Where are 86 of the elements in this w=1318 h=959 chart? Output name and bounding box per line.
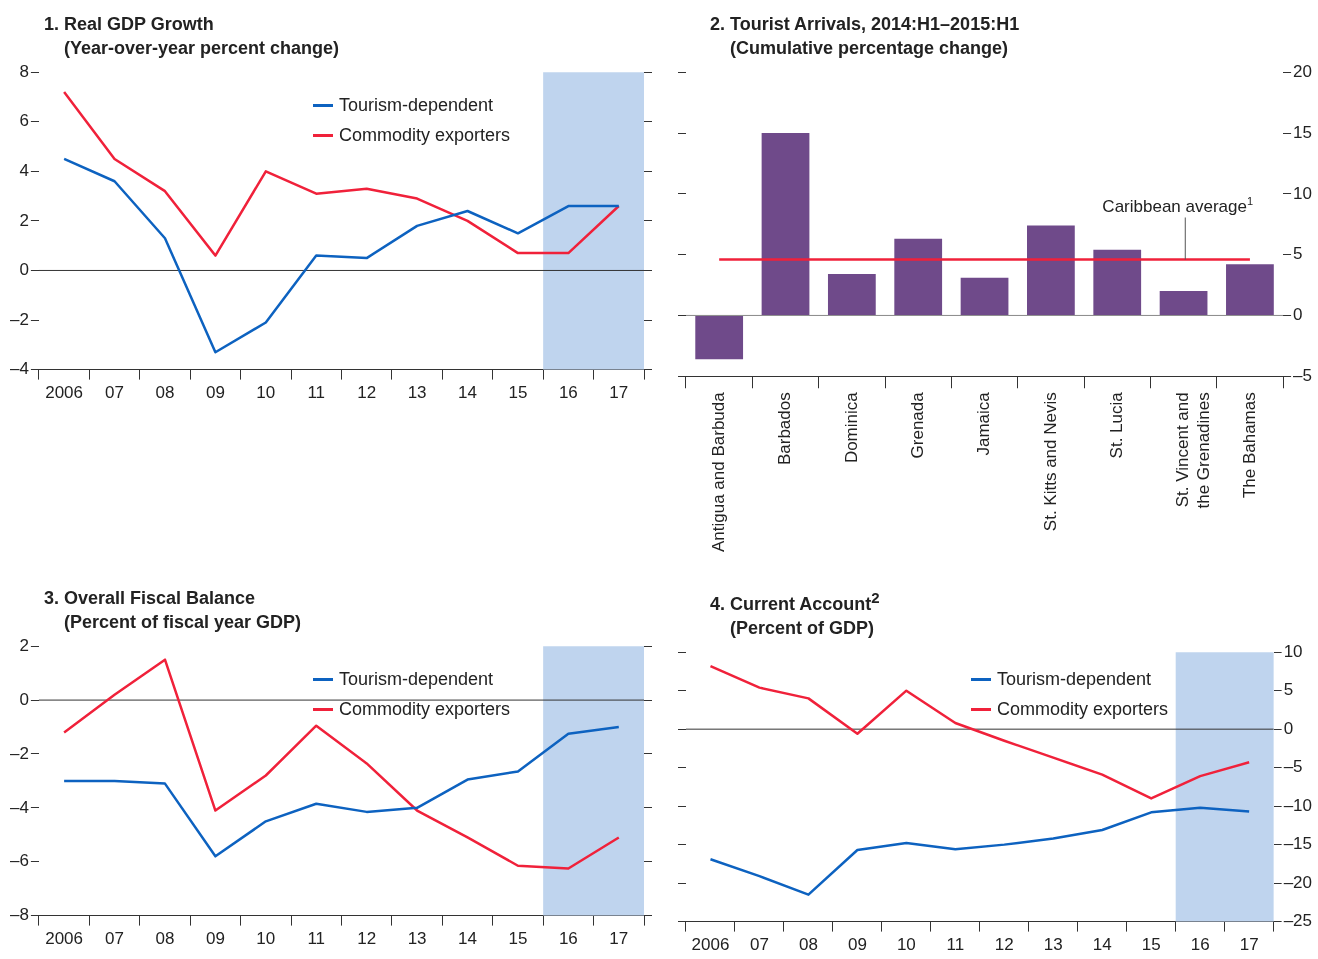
legend-label: Tourism-dependent [996, 668, 1152, 691]
y-tick-label: –8 [9, 905, 29, 925]
x-tick-label: 08 [155, 929, 175, 949]
legend-label: Tourism-dependent [338, 668, 494, 691]
x-tick-label: 13 [407, 383, 427, 403]
y-tick-label: –2 [9, 743, 29, 763]
x-tick-label: 10 [896, 935, 916, 955]
x-tick-label: 09 [205, 383, 225, 403]
y-tick-label: –6 [9, 851, 29, 871]
chart-subtitle: (Percent of fiscal year GDP) [64, 611, 303, 634]
x-tick-label: 16 [558, 383, 578, 403]
x-tick-label: 14 [458, 383, 477, 403]
y-tick-label: –4 [9, 797, 29, 817]
legend-label: Commodity exporters [338, 698, 510, 721]
x-tick-label: 15 [508, 929, 528, 949]
y2-tick-label: 10 [1283, 641, 1303, 661]
chart-subtitle: (Year-over-year percent change) [64, 37, 341, 60]
x-tick-label: 10 [256, 383, 276, 403]
x-tick-label: 07 [105, 383, 125, 403]
y2-tick-label: 5 [1283, 680, 1294, 700]
x-tick-label: Jamaica [974, 391, 994, 456]
y2-tick-label: –10 [1283, 795, 1313, 815]
x-tick-label: Barbados [775, 392, 795, 466]
y-tick-label: 6 [19, 111, 29, 131]
y2-tick-label: 10 [1293, 183, 1313, 203]
chart-title: 3. Overall Fiscal Balance [44, 587, 257, 610]
y-tick-label: 4 [19, 161, 29, 181]
y2-tick-label: –20 [1283, 872, 1313, 892]
chart-title: 1. Real GDP Growth [44, 13, 215, 36]
y-tick-label: 8 [19, 61, 29, 81]
x-tick-label: 15 [508, 383, 528, 403]
y2-tick-label: –15 [1283, 834, 1313, 854]
x-tick-label: 12 [357, 929, 377, 949]
x-tick-label: 10 [256, 929, 276, 949]
y2-tick-label: 0 [1293, 305, 1303, 325]
legend-label: Tourism-dependent [338, 94, 494, 117]
x-tick-label: Dominica [841, 391, 861, 464]
x-tick-label: 07 [749, 935, 769, 955]
chart-subtitle: (Cumulative percentage change) [730, 37, 1010, 60]
x-tick-label: 12 [357, 383, 377, 403]
y2-tick-label: 5 [1293, 244, 1303, 264]
y2-tick-label: –25 [1283, 911, 1313, 931]
x-tick-label: 16 [1190, 935, 1210, 955]
x-tick-label: St. Kitts and Nevis [1040, 392, 1060, 532]
y-tick-label: 0 [19, 689, 29, 709]
x-tick-label: 14 [458, 929, 477, 949]
x-tick-label: St. Vincent and the Grenadines [1173, 392, 1213, 509]
y2-tick-label: 0 [1283, 718, 1294, 738]
y2-tick-label: –5 [1293, 365, 1313, 385]
x-tick-label: 08 [155, 383, 175, 403]
x-tick-label: 15 [1141, 935, 1161, 955]
y-tick-label: 2 [19, 210, 29, 230]
x-tick-label: 2006 [45, 383, 84, 403]
x-tick-label: 11 [307, 929, 326, 949]
x-tick-label: Grenada [907, 391, 927, 459]
y-tick-label: –4 [9, 359, 29, 379]
x-tick-label: 2006 [691, 935, 730, 955]
x-tick-label: 08 [798, 935, 818, 955]
x-tick-label: 09 [205, 929, 225, 949]
x-tick-label: 11 [307, 383, 326, 403]
x-tick-label: 09 [847, 935, 867, 955]
x-tick-label: 13 [1043, 935, 1063, 955]
x-tick-label: 07 [105, 929, 125, 949]
x-tick-label: 14 [1092, 935, 1112, 955]
x-tick-label: 17 [1239, 935, 1259, 955]
x-tick-label: 16 [558, 929, 578, 949]
legend-label: Commodity exporters [996, 698, 1168, 721]
x-tick-label: Antigua and Barbuda [708, 391, 728, 553]
x-tick-label: 2006 [45, 929, 84, 949]
y-tick-label: 0 [19, 260, 29, 280]
x-tick-label: 12 [994, 935, 1014, 955]
x-tick-label: 17 [609, 383, 629, 403]
x-tick-label: The Bahamas [1239, 392, 1259, 499]
chart-subtitle: (Percent of GDP) [730, 617, 876, 640]
x-tick-label: 11 [946, 935, 965, 955]
x-tick-label: 17 [609, 929, 629, 949]
chart-title: 4. Current Account$^{2}$ [710, 588, 881, 616]
y-tick-label: 2 [19, 635, 29, 655]
chart-title: 2. Tourist Arrivals, 2014:H1–2015:H1 [710, 13, 1021, 36]
y2-tick-label: –5 [1283, 757, 1303, 777]
x-tick-label: 13 [407, 929, 427, 949]
y2-tick-label: 20 [1293, 61, 1313, 81]
x-tick-label: St. Lucia [1106, 391, 1126, 459]
y2-tick-label: 15 [1293, 122, 1313, 142]
y-tick-label: –2 [9, 309, 29, 329]
legend-label: Commodity exporters [338, 124, 510, 147]
